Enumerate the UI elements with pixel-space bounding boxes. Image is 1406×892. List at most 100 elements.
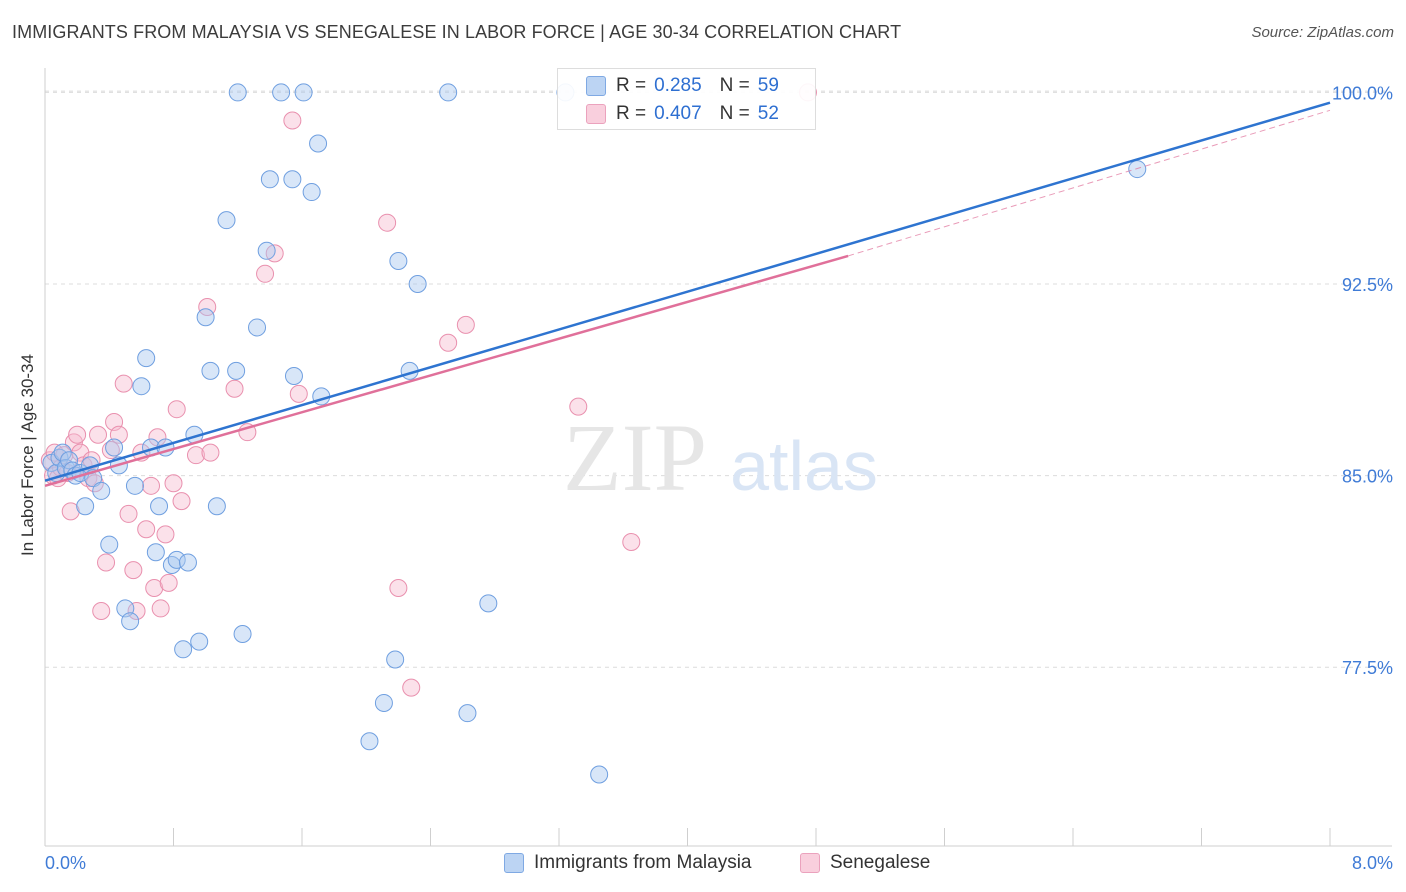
malaysia-point — [201, 361, 220, 380]
senegalese-point — [283, 111, 302, 130]
malaysia-trend-line — [44, 101, 1331, 482]
senegalese-point — [156, 525, 175, 544]
legend-swatch-senegalese — [586, 104, 606, 124]
malaysia-point — [479, 594, 498, 613]
malaysia-point — [174, 640, 193, 659]
malaysia-point — [309, 134, 328, 153]
malaysia-point — [105, 438, 124, 457]
senegalese-point — [256, 264, 275, 283]
malaysia-point — [386, 650, 405, 669]
malaysia-point — [227, 361, 246, 380]
malaysia-point — [92, 481, 111, 500]
legend-r-value: 0.407 — [654, 103, 702, 124]
watermark: ZIP atlas — [563, 404, 878, 511]
senegalese-point — [101, 441, 120, 460]
malaysia-point — [137, 349, 156, 368]
senegalese-point — [378, 213, 397, 232]
malaysia-point — [458, 704, 477, 723]
malaysia-point — [132, 377, 151, 396]
malaysia-point — [53, 443, 72, 462]
legend-row-malaysia: R = 0.285 N = 59 — [586, 74, 779, 98]
malaysia-point — [260, 170, 279, 189]
malaysia-point — [125, 476, 144, 495]
malaysia-point — [389, 252, 408, 271]
malaysia-point — [196, 308, 215, 327]
malaysia-point — [100, 535, 119, 554]
malaysia-point — [228, 83, 247, 102]
legend-swatch-malaysia — [586, 76, 606, 96]
senegalese-point — [97, 553, 116, 572]
chart-title: IMMIGRANTS FROM MALAYSIA VS SENEGALESE I… — [12, 22, 902, 42]
senegalese-point — [151, 599, 170, 618]
bottom-legend-label-senegalese: Senegalese — [830, 852, 931, 873]
senegalese-point — [92, 601, 111, 620]
x-tick-label: 8.0% — [1352, 853, 1393, 873]
senegalese-point — [172, 492, 191, 511]
malaysia-point — [150, 497, 169, 516]
malaysia-point — [248, 318, 267, 337]
senegalese-point — [402, 678, 421, 697]
senegalese-trend-extension — [847, 109, 1331, 257]
malaysia-point — [257, 241, 276, 260]
bottom-legend-swatch-malaysia — [504, 853, 524, 873]
senegalese-point — [389, 579, 408, 597]
senegalese-point — [225, 379, 244, 398]
bottom-legend-swatch-senegalese — [800, 853, 820, 873]
senegalese-point — [289, 384, 308, 403]
senegalese-point — [61, 502, 80, 521]
bottom-legend-senegalese[interactable]: Senegalese — [800, 852, 930, 874]
bottom-legend-label-malaysia: Immigrants from Malaysia — [534, 852, 752, 873]
senegalese-point — [167, 400, 186, 419]
senegalese-point — [439, 333, 458, 352]
malaysia-point — [302, 183, 321, 202]
malaysia-point — [590, 765, 609, 784]
malaysia-point — [178, 553, 197, 572]
x-tick-label: 0.0% — [45, 853, 86, 873]
senegalese-point — [159, 573, 178, 592]
y-tick-label: 100.0% — [1332, 83, 1393, 103]
malaysia-point — [121, 612, 140, 631]
malaysia-point — [408, 275, 427, 294]
malaysia-point — [60, 451, 79, 470]
bottom-legend-malaysia[interactable]: Immigrants from Malaysia — [504, 852, 752, 874]
legend-n-label: N = — [719, 75, 750, 96]
correlation-legend: R = 0.285 N = 59 R = 0.407 N = 52 — [557, 68, 816, 130]
senegalese-point — [89, 425, 108, 444]
legend-row-senegalese: R = 0.407 N = 52 — [586, 102, 779, 126]
grid-layer — [45, 90, 1390, 668]
senegalese-point — [127, 601, 146, 620]
watermark-atlas: atlas — [730, 427, 878, 505]
legend-n-value: 59 — [757, 75, 779, 96]
senegalese-trend-line — [44, 254, 849, 488]
malaysia-point — [272, 83, 291, 102]
malaysia-point — [233, 624, 252, 643]
senegalese-points — [40, 83, 817, 697]
y-tick-label: 77.5% — [1342, 658, 1393, 678]
senegalese-point — [124, 561, 143, 580]
legend-n-value: 52 — [757, 103, 779, 124]
trend-lines — [44, 101, 1331, 488]
malaysia-point — [146, 543, 165, 562]
malaysia-point — [162, 556, 181, 575]
legend-r-value: 0.285 — [654, 75, 702, 96]
legend-n-label: N = — [719, 103, 750, 124]
malaysia-point — [374, 693, 393, 712]
malaysia-point — [284, 366, 303, 385]
y-tick-label: 92.5% — [1342, 275, 1393, 295]
senegalese-point — [114, 374, 133, 393]
senegalese-point — [137, 520, 156, 539]
senegalese-point — [145, 579, 164, 597]
senegalese-point — [119, 504, 138, 523]
legend-r-label: R = — [616, 75, 647, 96]
senegalese-point — [68, 425, 87, 444]
malaysia-point — [283, 170, 302, 189]
senegalese-point — [569, 397, 588, 416]
malaysia-point — [294, 83, 313, 102]
senegalese-point — [142, 476, 161, 495]
y-tick-label: 85.0% — [1342, 467, 1393, 487]
malaysia-point — [439, 83, 458, 102]
malaysia-point — [217, 211, 236, 230]
axes-layer — [44, 68, 1392, 847]
senegalese-point — [186, 446, 205, 465]
